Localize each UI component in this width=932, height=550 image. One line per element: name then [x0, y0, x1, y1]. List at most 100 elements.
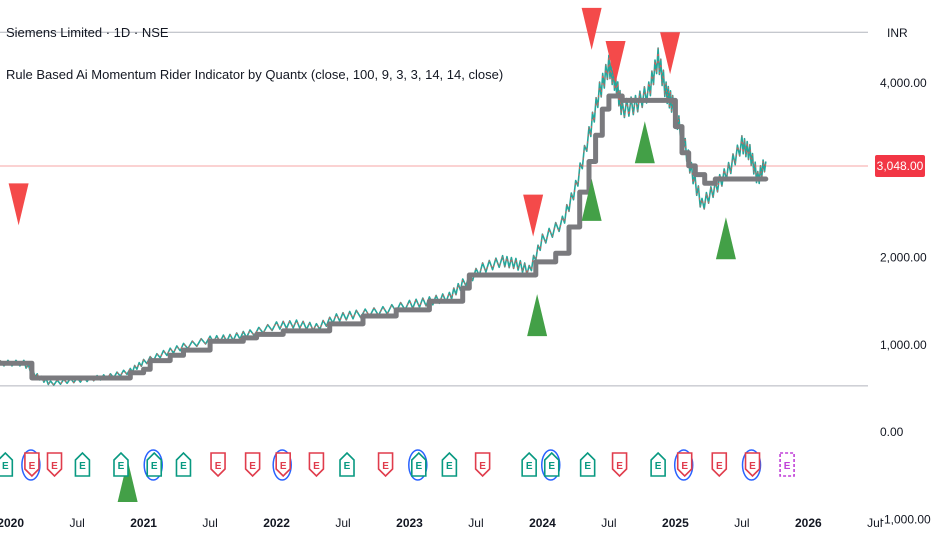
- earnings-badge-label: E: [415, 461, 422, 472]
- earnings-badge: [275, 452, 291, 478]
- sell-signal-marker: [605, 41, 626, 84]
- reference-lines: [0, 31, 868, 387]
- earnings-event[interactable]: E: [74, 451, 91, 477]
- earnings-badge: [74, 451, 91, 477]
- earnings-event[interactable]: E: [339, 451, 355, 477]
- time-axis-year-label: 2025: [662, 516, 689, 530]
- earnings-badge: [146, 451, 163, 477]
- earnings-badge-label: E: [313, 461, 320, 472]
- earnings-badge-label: E: [79, 461, 86, 472]
- earnings-badge-label: E: [51, 461, 58, 472]
- sell-signal-marker: [8, 183, 29, 226]
- price-axis-tick: 4,000.00: [880, 76, 927, 90]
- earnings-badge: [175, 451, 192, 477]
- price-axis-tick: 2,000.00: [880, 251, 927, 265]
- earnings-badge: [411, 451, 427, 477]
- time-axis-year-label: 2026: [795, 516, 822, 530]
- earnings-badge-label: E: [681, 461, 688, 472]
- time-axis-month-label: Jul: [335, 516, 350, 530]
- earnings-event-ring: [143, 449, 163, 481]
- earnings-badge: [244, 452, 261, 478]
- symbol-title: Siemens Limited · 1D · NSE: [6, 25, 169, 40]
- earnings-badge: [441, 451, 458, 477]
- earnings-event[interactable]: E: [673, 449, 694, 481]
- sell-signal-marker: [660, 32, 681, 75]
- earnings-badge: [308, 452, 325, 478]
- buy-signal-marker: [581, 178, 602, 221]
- earnings-event[interactable]: E: [521, 451, 537, 477]
- earnings-event-ring: [272, 449, 292, 481]
- price-axis[interactable]: INR 4,000.00 2,000.00 1,000.00 0.00 -1,000.0…: [875, 26, 931, 526]
- time-axis-year-label: 2021: [130, 516, 157, 530]
- last-price-label: 3,048.00: [875, 155, 925, 178]
- earnings-event[interactable]: E: [308, 452, 325, 478]
- signal-markers: [8, 7, 736, 502]
- earnings-event[interactable]: E: [21, 449, 41, 481]
- time-axis-year-label: 2024: [529, 516, 556, 530]
- earnings-event[interactable]: E: [541, 449, 561, 481]
- earnings-event[interactable]: E: [650, 451, 666, 477]
- earnings-event[interactable]: E: [611, 452, 628, 478]
- buy-signal-marker: [527, 294, 548, 337]
- last-price-label-bg: [875, 155, 925, 178]
- momentum-step-line: [0, 93, 769, 381]
- earnings-event[interactable]: E: [711, 452, 728, 478]
- time-axis[interactable]: 2020 Jul 2021 Jul 2022 Jul 2023 Jul 2024 Jul 2025 J…: [0, 516, 883, 530]
- earnings-event[interactable]: E: [441, 451, 458, 477]
- earnings-badge-label: E: [382, 461, 389, 472]
- time-axis-month-label: Jul: [202, 516, 217, 530]
- earnings-badge: [611, 452, 628, 478]
- earnings-event[interactable]: E: [779, 452, 795, 477]
- earnings-event[interactable]: E: [474, 452, 491, 478]
- earnings-event-ring: [21, 449, 41, 481]
- earnings-event[interactable]: E: [210, 452, 226, 478]
- earnings-badge: [650, 451, 666, 477]
- earnings-badge: [24, 452, 40, 478]
- earnings-badge: [579, 451, 596, 477]
- last-price-text: 3,048.00: [877, 159, 924, 173]
- earnings-badge-label: E: [344, 461, 351, 472]
- buy-signal-marker: [715, 217, 736, 260]
- time-axis-year-label: 2022: [263, 516, 290, 530]
- earnings-event[interactable]: E: [175, 451, 192, 477]
- earnings-event[interactable]: E: [579, 451, 596, 477]
- earnings-event[interactable]: E: [113, 451, 129, 477]
- earnings-badge-label: E: [584, 461, 591, 472]
- time-axis-year-label: 2020: [0, 516, 24, 530]
- earnings-badge-label: E: [749, 461, 756, 472]
- earnings-badge-label: E: [716, 461, 723, 472]
- buy-signal-marker: [634, 121, 655, 164]
- indicator-title: Rule Based Ai Momentum Rider Indicator b…: [6, 67, 503, 82]
- time-axis-month-label: Jul: [601, 516, 616, 530]
- earnings-badge-label: E: [548, 461, 555, 472]
- earnings-badge-label: E: [655, 461, 662, 472]
- earnings-event[interactable]: E: [408, 449, 428, 481]
- earnings-badge-label: E: [118, 461, 125, 472]
- earnings-event[interactable]: E: [741, 449, 762, 481]
- earnings-badge-label: E: [215, 461, 222, 472]
- earnings-badge: [377, 452, 394, 478]
- earnings-event[interactable]: E: [143, 449, 163, 481]
- earnings-badge-label: E: [479, 461, 486, 472]
- price-axis-tick: -1,000.00: [880, 512, 931, 526]
- earnings-badge: [0, 451, 14, 477]
- earnings-badge: [744, 452, 761, 478]
- price-axis-tick: 1,000.00: [880, 338, 927, 352]
- earnings-event[interactable]: E: [377, 452, 394, 478]
- earnings-badge: [113, 451, 129, 477]
- earnings-event[interactable]: E: [0, 451, 14, 477]
- earnings-event[interactable]: E: [46, 452, 63, 478]
- earnings-event[interactable]: E: [272, 449, 292, 481]
- earnings-event[interactable]: E: [244, 452, 261, 478]
- earnings-badge: [779, 452, 795, 477]
- currency-label: INR: [887, 26, 908, 40]
- earnings-badge-label: E: [151, 461, 158, 472]
- earnings-event-ring: [673, 449, 694, 481]
- earnings-badge-label: E: [784, 461, 791, 472]
- time-axis-month-label: Jul: [734, 516, 749, 530]
- earnings-badge: [521, 451, 537, 477]
- earnings-badge-label: E: [2, 461, 9, 472]
